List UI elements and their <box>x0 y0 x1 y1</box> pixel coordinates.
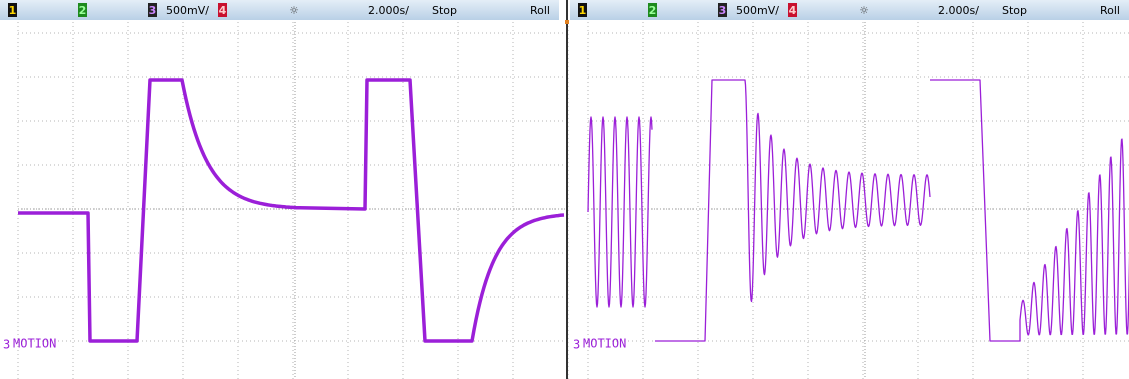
channel-label: MOTION <box>13 337 56 351</box>
acq-mode: Roll <box>1100 4 1120 17</box>
channel-number: 1 <box>579 4 587 17</box>
channel-number: 1 <box>9 4 17 17</box>
vertical-scale: 500mV/ <box>736 4 779 17</box>
timebase: 2.000s/ <box>368 4 409 17</box>
intensity-icon: ☼ <box>859 4 869 17</box>
channel-label-number: 3 <box>573 338 580 352</box>
timebase: 2.000s/ <box>938 4 979 17</box>
scope-screens: 123500mV/4☼2.000s/StopRoll3MOTION123500m… <box>0 0 1129 379</box>
run-status: Stop <box>1002 4 1027 17</box>
trigger-marker <box>565 20 569 24</box>
background <box>0 0 1129 379</box>
channel-number: 2 <box>649 4 657 17</box>
run-status: Stop <box>432 4 457 17</box>
vertical-scale: 500mV/ <box>166 4 209 17</box>
intensity-icon: ☼ <box>289 4 299 17</box>
channel-number: 4 <box>219 4 227 17</box>
acq-mode: Roll <box>530 4 550 17</box>
channel-number: 3 <box>149 4 157 17</box>
channel-label: MOTION <box>583 337 626 351</box>
channel-label-number: 3 <box>3 338 10 352</box>
channel-number: 4 <box>789 4 797 17</box>
channel-number: 3 <box>719 4 727 17</box>
channel-number: 2 <box>79 4 87 17</box>
